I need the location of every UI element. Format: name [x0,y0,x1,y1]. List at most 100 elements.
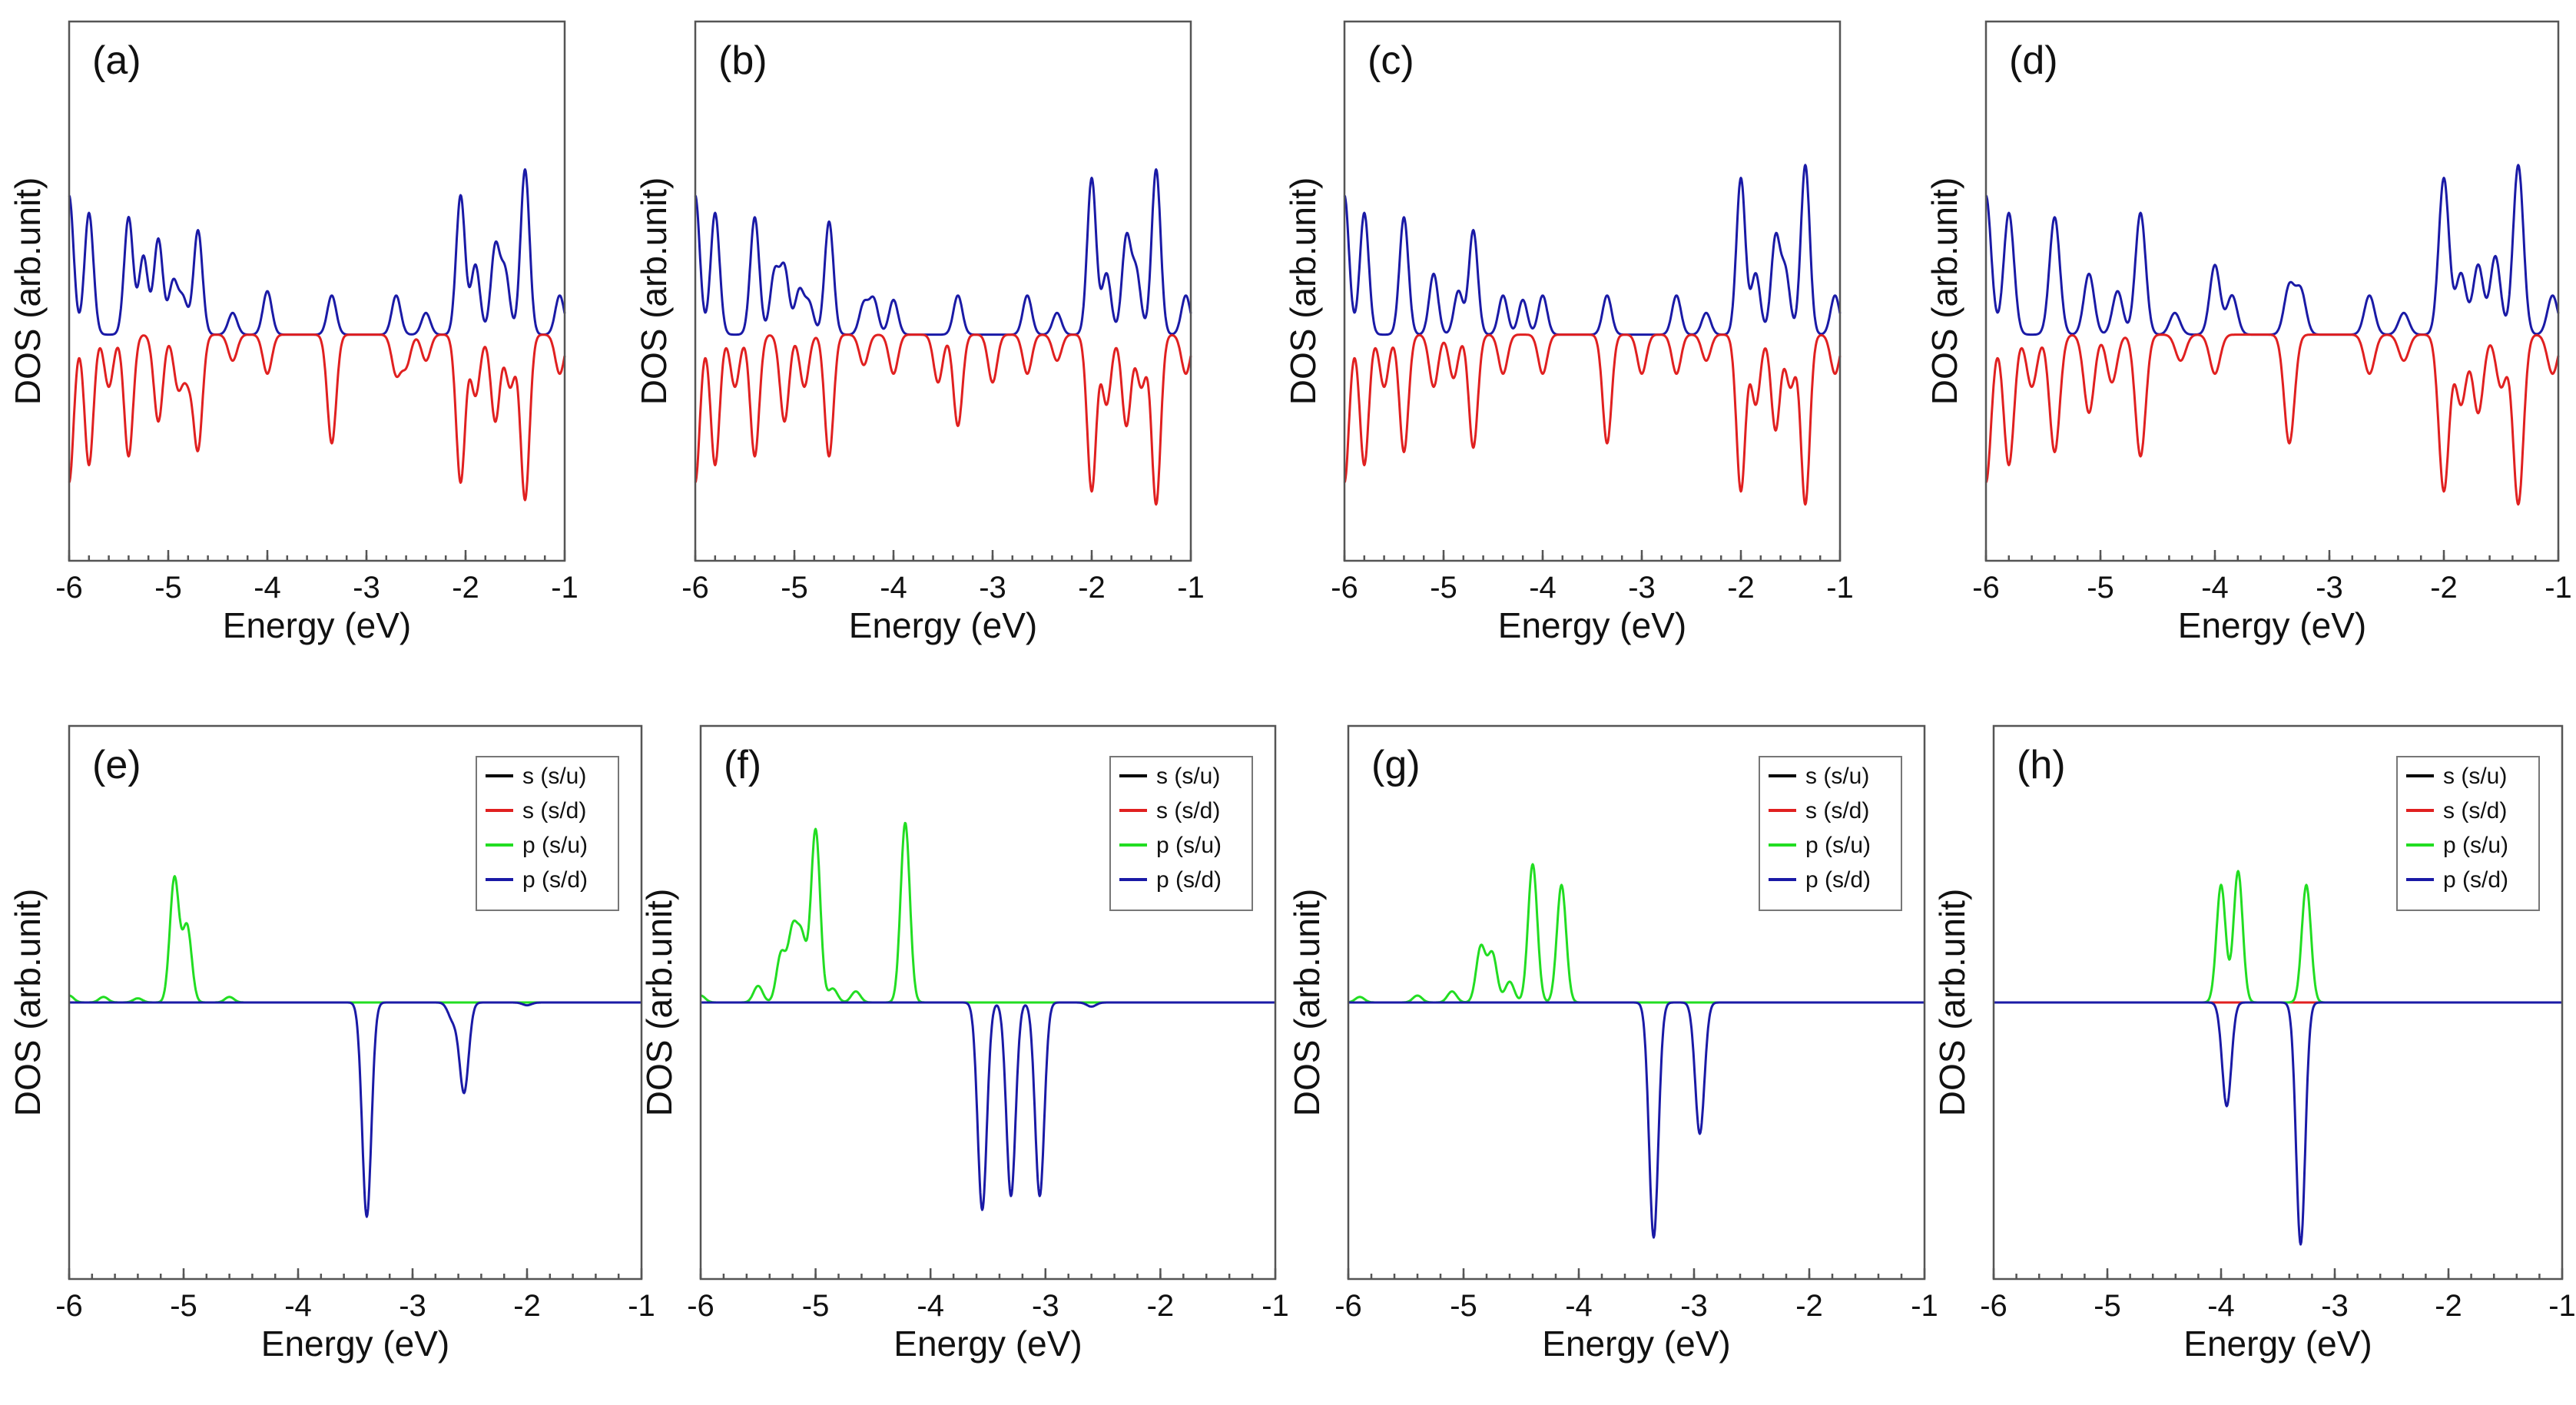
x-tick-label: -6 [1334,1289,1362,1323]
x-tick-label: -4 [2207,1289,2235,1323]
x-tick-label: -3 [979,571,1006,605]
panel-label: (d) [2009,38,2058,83]
x-tick-label: -2 [513,1289,541,1323]
x-tick-label: -5 [170,1289,197,1323]
x-axis-title: Energy (eV) [849,605,1037,645]
x-tick-label: -6 [1972,571,2000,605]
y-axis-title: DOS (arb.unit) [1925,177,1964,406]
x-tick-label: -4 [254,571,281,605]
legend-entry: p (s/u) [2443,833,2508,858]
x-tick-label: -5 [1430,571,1457,605]
panel-label: (g) [1371,743,1421,787]
x-tick-label: -6 [687,1289,714,1323]
x-tick-label: -1 [1826,571,1854,605]
legend-entry: p (s/d) [1156,867,1222,893]
x-tick-label: -3 [1032,1289,1059,1323]
x-tick-label: -1 [551,571,579,605]
legend-entry: p (s/d) [1805,867,1871,893]
plot-frame [694,20,1192,562]
x-axis-title: Energy (eV) [1542,1324,1730,1364]
x-axis-title: Energy (eV) [2183,1324,2372,1364]
x-tick-label: -3 [2321,1289,2349,1323]
legend-entry: p (s/u) [522,833,588,858]
x-tick-label: -2 [1078,571,1106,605]
x-tick-label: -2 [1147,1289,1175,1323]
legend-entry: p (s/u) [1805,833,1871,858]
series-line-spin-up [1343,164,1842,336]
panel-c: -6 -5 -4 -3 -2 -1 Energy (eV) DOS (arb.unit) (c) [1283,20,1854,645]
x-tick-label: -5 [154,571,182,605]
x-tick-label: -1 [1177,571,1205,605]
series-line-spin-down [1343,333,1842,506]
panel-f: -6 -5 -4 -3 -2 -1 Energy (eV) DOS (arb.unit) (f)… [639,724,1289,1364]
panel-label: (e) [92,743,141,787]
x-tick-label: -6 [1331,571,1358,605]
legend-entry: s (s/u) [1805,764,1869,789]
panel-b: -6 -5 -4 -3 -2 -1 Energy (eV) DOS (arb.unit) (b) [634,20,1205,645]
plot-frame [68,724,643,1281]
x-axis-title: Energy (eV) [223,605,411,645]
series-line-spin-down [68,333,566,502]
legend-entry: s (s/u) [1156,764,1220,789]
legend-entry: s (s/d) [2443,798,2507,823]
panel-h: -6 -5 -4 -3 -2 -1 Energy (eV) DOS (arb.unit) (h)… [1932,724,2576,1364]
legend: s (s/u) s (s/d) p (s/u) p (s/d) [2396,756,2540,911]
panel-g: -6 -5 -4 -3 -2 -1 Energy (eV) DOS (arb.unit) (g)… [1287,724,1938,1364]
x-tick-label: -3 [2316,571,2343,605]
x-tick-label: -3 [399,1289,426,1323]
plot-frame [68,20,566,562]
legend-entry: s (s/d) [1805,798,1869,823]
x-tick-label: -2 [1795,1289,1823,1323]
panel-e: -6 -5 -4 -3 -2 -1 Energy (eV) DOS (arb.unit) (e)… [8,724,655,1364]
panel-label: (b) [718,38,767,83]
legend: s (s/u) s (s/d) p (s/u) p (s/d) [1759,756,1902,911]
x-tick-label: -4 [284,1289,312,1323]
x-tick-label: -1 [1911,1289,1938,1323]
x-tick-label: -5 [1450,1289,1477,1323]
x-tick-label: -3 [353,571,380,605]
legend-entry: p (s/d) [2443,867,2508,893]
series-line-p-s-d- [1993,1001,2563,1246]
panel-label: (h) [2017,743,2066,787]
x-tick-label: -6 [55,571,83,605]
legend-entry: p (s/d) [522,867,588,893]
x-tick-label: -4 [917,1289,944,1323]
x-tick-label: -4 [1565,1289,1593,1323]
series-line-p-s-d- [68,1001,642,1218]
legend-entry: s (s/u) [522,764,586,789]
panel-label: (c) [1368,38,1414,83]
y-axis-title: DOS (arb.unit) [639,889,679,1117]
x-tick-label: -5 [802,1289,830,1323]
panel-label: (f) [724,743,761,787]
plot-frame [1347,724,1926,1281]
x-tick-label: -2 [452,571,479,605]
panel-d: -6 -5 -4 -3 -2 -1 Energy (eV) DOS (arb.unit) (d) [1925,20,2572,645]
legend-entry: s (s/d) [1156,798,1220,823]
y-axis-title: DOS (arb.unit) [8,889,48,1117]
legend-box [1109,756,1253,911]
legend: s (s/u) s (s/d) p (s/u) p (s/d) [1109,756,1253,911]
x-axis-title: Energy (eV) [893,1324,1082,1364]
x-tick-label: -6 [1980,1289,2007,1323]
legend-entry: s (s/u) [2443,764,2507,789]
legend: s (s/u) s (s/d) p (s/u) p (s/d) [476,756,619,911]
series-line-p-s-d- [700,1001,1276,1211]
x-axis-title: Energy (eV) [261,1324,449,1364]
series-line-spin-down [1984,333,2560,506]
y-axis-title: DOS (arb.unit) [1287,889,1327,1117]
plot-frame [1343,20,1842,562]
series-line-spin-up [694,168,1192,336]
plot-frame [699,724,1277,1281]
legend-box [1759,756,1902,911]
x-tick-label: -6 [681,571,709,605]
x-tick-label: -1 [2545,571,2572,605]
legend-box [476,756,619,911]
x-tick-label: -3 [1680,1289,1708,1323]
x-tick-label: -2 [1727,571,1755,605]
series-line-spin-down [694,333,1192,506]
plot-frame [1984,20,2560,562]
x-tick-label: -1 [628,1289,655,1323]
x-tick-label: -1 [2548,1289,2576,1323]
series-line-spin-up [1984,164,2560,336]
